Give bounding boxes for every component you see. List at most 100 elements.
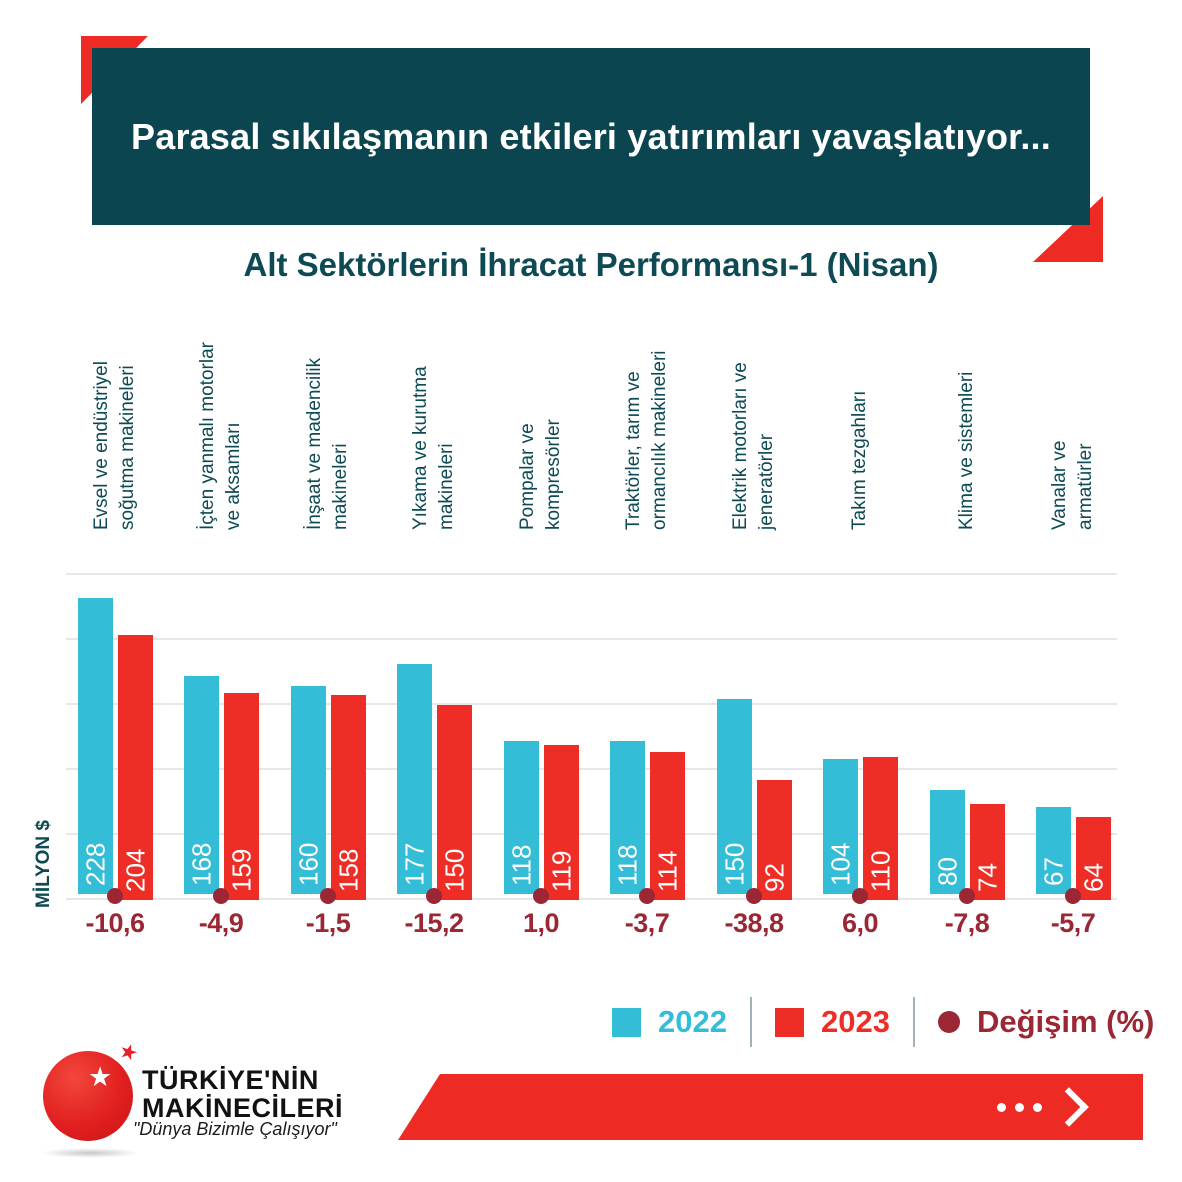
- change-dot: [746, 888, 762, 904]
- category-label-line: Klima ve sistemleri: [956, 371, 977, 530]
- change-value: -3,7: [624, 908, 670, 938]
- legend-swatch-2023: [774, 1007, 804, 1037]
- brand-line-1: TÜRKİYE'NİN: [142, 1065, 319, 1095]
- y-axis-label: MİLYON $: [33, 820, 54, 908]
- bar-2023: [544, 745, 579, 900]
- bar-2022: [291, 686, 326, 894]
- gridline-100: [66, 768, 1117, 770]
- gridline-0: [66, 898, 1117, 900]
- legend-label-2022: 2022: [658, 1004, 727, 1039]
- brand-name: TÜRKİYE'NİN MAKİNECİLERİ: [142, 1066, 343, 1122]
- gridline-200: [66, 638, 1117, 640]
- header-title: Parasal sıkılaşmanın etkileri yatırımlar…: [131, 115, 1051, 157]
- red-star-icon: ★: [115, 1038, 141, 1067]
- bar-2023-value: 92: [759, 863, 789, 892]
- bar-2022-value: 104: [825, 842, 855, 886]
- category-label-line: Elektrik motorları ve: [730, 362, 751, 530]
- category-label: Pompalar ve kompresörler: [513, 318, 569, 530]
- bar-2023-value: 74: [972, 863, 1002, 892]
- legend-label-2023: 2023: [820, 1004, 890, 1039]
- arrow-dot: [1015, 1102, 1024, 1112]
- brand-logo-circle: [43, 1051, 133, 1141]
- bar-2022: [930, 790, 965, 894]
- footer-ribbon: [398, 1074, 1143, 1140]
- change-dot: [959, 888, 975, 904]
- brand-line-2: MAKİNECİLERİ: [142, 1093, 343, 1123]
- white-star-icon: ★: [88, 1062, 113, 1092]
- category-label: Takım tezgahları: [832, 318, 888, 530]
- change-value: 6,0: [841, 908, 879, 938]
- bar-2022-value: 118: [612, 844, 642, 886]
- bar-2023-value: 158: [333, 848, 363, 892]
- bar-2022-value: 177: [399, 842, 429, 886]
- bar-2022-value: 67: [1038, 857, 1068, 886]
- change-value: -15,2: [404, 908, 464, 938]
- change-value: -38,8: [724, 908, 784, 938]
- legend-divider: [749, 997, 752, 1047]
- bar-2023-value: 64: [1078, 863, 1108, 892]
- bar-2023-value: 114: [652, 850, 682, 892]
- bar-2023: [1076, 817, 1111, 900]
- bar-2023: [650, 752, 685, 900]
- bar-2022: [717, 699, 752, 894]
- category-label-line: Traktörler, tarım ve: [623, 371, 644, 530]
- gridline-250: [66, 573, 1117, 575]
- bar-2022: [184, 676, 219, 894]
- bar-2023: [118, 635, 153, 900]
- category-label-line: Pompalar ve: [517, 423, 538, 530]
- bar-2022: [397, 664, 432, 894]
- category-label: İçten yanmalı motorlar ve aksamları: [193, 318, 249, 530]
- bar-2023-value: 150: [439, 848, 469, 892]
- bar-2022: [823, 759, 858, 894]
- category-label-line: Evsel ve endüstriyel: [91, 361, 112, 530]
- bar-2023: [224, 693, 259, 900]
- category-label: Evsel ve endüstriyel soğutma makineleri: [87, 318, 143, 530]
- gridline-50: [66, 833, 1117, 835]
- category-label: Klima ve sistemleri: [939, 318, 995, 530]
- arrow-dot: [997, 1102, 1006, 1112]
- legend-divider: [912, 997, 915, 1047]
- change-dot: [533, 888, 549, 904]
- category-label: İnşaat ve madencilik makineleri: [300, 318, 356, 530]
- bar-2023-value: 110: [865, 850, 895, 892]
- bar-2022-value: 118: [506, 844, 536, 886]
- bar-2022-value: 160: [293, 842, 323, 886]
- change-value: -4,9: [198, 908, 244, 938]
- header-banner: Parasal sıkılaşmanın etkileri yatırımlar…: [92, 48, 1090, 225]
- bar-2022: [1036, 807, 1071, 894]
- category-label: Vanalar ve armatürler: [1045, 318, 1101, 530]
- change-value: -10,6: [85, 908, 145, 938]
- bar-2023: [863, 757, 898, 900]
- change-dot: [852, 888, 868, 904]
- bar-2022: [504, 741, 539, 894]
- category-label: Yıkama ve kurutma makineleri: [406, 318, 462, 530]
- chart-title: Alt Sektörlerin İhracat Performansı-1 (N…: [243, 246, 939, 283]
- change-dot: [320, 888, 336, 904]
- chevron-right-icon: [1049, 1087, 1089, 1127]
- category-label-line: Yıkama ve kurutma: [410, 366, 431, 530]
- legend-label-change: Değişim (%): [976, 1004, 1155, 1039]
- change-dot: [1065, 888, 1081, 904]
- bar-2023: [437, 705, 472, 900]
- brand-slogan: "Dünya Bizimle Çalışıyor": [133, 1119, 337, 1139]
- category-label: Elektrik motorları ve jeneratörler: [726, 318, 782, 530]
- change-value: -7,8: [944, 908, 990, 938]
- change-value: -1,5: [305, 908, 351, 938]
- bar-2023: [331, 695, 366, 900]
- bar-2022-value: 228: [80, 842, 110, 886]
- category-label-line: makineleri: [330, 443, 351, 530]
- chart-legend: 2022 2023 Değişim (%): [612, 997, 1155, 1047]
- gridline-150: [66, 703, 1117, 705]
- legend-change-dot-icon: [937, 1011, 960, 1033]
- category-label-line: armatürler: [1075, 443, 1096, 530]
- more-arrow-icon: [997, 1074, 1089, 1140]
- bar-2023: [970, 804, 1005, 900]
- category-label: Traktörler, tarım ve ormancılık makineler…: [619, 318, 675, 531]
- logo-shadow: [40, 1148, 140, 1158]
- bar-2022: [610, 741, 645, 894]
- legend-swatch-2022: [612, 1007, 641, 1037]
- category-label-line: Vanalar ve: [1049, 440, 1070, 530]
- bar-2023-value: 119: [546, 850, 576, 892]
- change-dot: [107, 888, 123, 904]
